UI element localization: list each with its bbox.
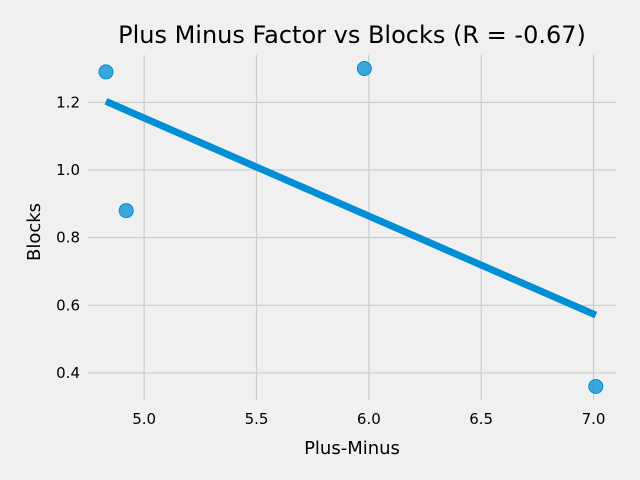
- y-tick-label: 0.6: [56, 296, 80, 314]
- y-tick-label: 0.8: [56, 229, 80, 247]
- data-point: [118, 203, 134, 219]
- x-tick-label: 5.0: [132, 410, 156, 428]
- x-tick-label: 7.0: [582, 410, 606, 428]
- x-tick-label: 6.5: [469, 410, 493, 428]
- x-axis-label: Plus-Minus: [304, 438, 400, 459]
- data-point: [588, 378, 604, 394]
- y-tick-label: 1.0: [56, 161, 80, 179]
- x-ticks: 5.0 5.5 6.0 6.5 7.0: [132, 410, 605, 428]
- trendline: [104, 98, 598, 319]
- points-layer: [98, 61, 604, 394]
- grid: [88, 55, 616, 400]
- y-ticks: 0.4 0.6 0.8 1.0 1.2: [56, 93, 80, 382]
- data-point: [356, 61, 372, 77]
- data-point: [98, 64, 114, 80]
- chart-title: Plus Minus Factor vs Blocks (R = -0.67): [118, 21, 586, 49]
- trendline-layer: [104, 98, 598, 319]
- y-axis-label: Blocks: [24, 203, 45, 261]
- x-tick-label: 5.5: [245, 410, 269, 428]
- y-tick-label: 0.4: [56, 364, 80, 382]
- x-tick-label: 6.0: [357, 410, 381, 428]
- y-tick-label: 1.2: [56, 93, 80, 111]
